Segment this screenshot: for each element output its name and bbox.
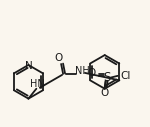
Text: N: N (25, 61, 32, 72)
Text: HN: HN (30, 79, 45, 89)
Text: O: O (88, 68, 96, 78)
Text: S: S (103, 71, 110, 84)
Text: O: O (54, 53, 62, 63)
Text: O: O (101, 88, 109, 98)
Text: NH: NH (75, 66, 90, 76)
Text: Cl: Cl (120, 71, 131, 81)
